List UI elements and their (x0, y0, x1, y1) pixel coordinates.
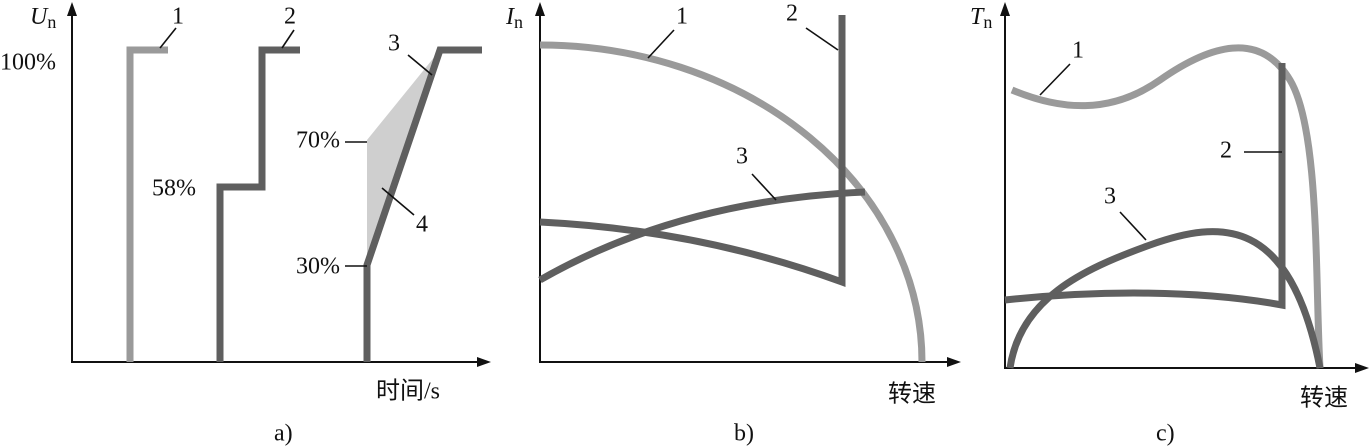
axes (1004, 8, 1362, 369)
arrow (947, 357, 961, 367)
panel-a: Un 100% 70% 58% 30% 1 2 3 4 时间/s a) (0, 2, 491, 447)
panel-b: In 1 2 3 转速 b) (505, 1, 961, 447)
leader (407, 54, 433, 76)
level-label: 58% (152, 176, 196, 202)
curve-label: 2 (786, 1, 798, 27)
leader (381, 187, 415, 216)
symbol: I (505, 4, 515, 30)
subscript: n (983, 12, 992, 32)
x-axis-label: 转速 (888, 381, 936, 408)
axes (539, 8, 955, 363)
caption: a) (274, 421, 293, 447)
panel-c: Tn 1 2 3 转速 c) (970, 2, 1369, 447)
y-axis-label: Un (30, 4, 56, 33)
curve-label: 3 (388, 31, 400, 57)
curve (539, 41, 926, 363)
leader (159, 27, 177, 49)
level-label: 100% (0, 50, 56, 76)
leader (751, 173, 777, 201)
curve (216, 46, 300, 362)
y-axis-label: Tn (970, 4, 992, 33)
x-axis-label: 时间/s (376, 378, 440, 405)
arrow (1000, 2, 1010, 16)
curve (539, 15, 846, 288)
arrow (1355, 363, 1369, 373)
arrow (67, 2, 77, 16)
leader (647, 29, 675, 59)
caption: b) (734, 421, 754, 447)
arrow (535, 2, 545, 16)
curve-label: 1 (676, 4, 688, 30)
symbol: U (30, 4, 49, 30)
axes (71, 8, 485, 363)
curve (363, 46, 482, 362)
leader (1039, 63, 1071, 96)
curve (1004, 63, 1286, 310)
subscript: n (514, 12, 523, 32)
leader (805, 27, 839, 51)
subscript: n (47, 12, 56, 32)
leader (281, 29, 295, 49)
curve-label: 2 (284, 4, 296, 30)
curve-label: 1 (1072, 38, 1084, 64)
curve (1010, 44, 1324, 369)
x-axis-label: 转速 (1300, 385, 1348, 412)
level-label: 70% (296, 128, 340, 154)
curve-label: 4 (416, 212, 428, 238)
level-label: 30% (296, 254, 340, 280)
leader (1119, 211, 1147, 241)
caption: c) (1156, 421, 1175, 447)
curve-label: 2 (1220, 138, 1232, 164)
y-axis-label: In (505, 4, 523, 33)
symbol: T (970, 4, 985, 30)
curve-label: 1 (172, 4, 184, 30)
curve (538, 188, 866, 284)
curve-label: 3 (736, 144, 748, 170)
curve (126, 46, 168, 362)
curve (1006, 228, 1324, 369)
arrow (477, 357, 491, 367)
curve-label: 3 (1104, 184, 1116, 210)
